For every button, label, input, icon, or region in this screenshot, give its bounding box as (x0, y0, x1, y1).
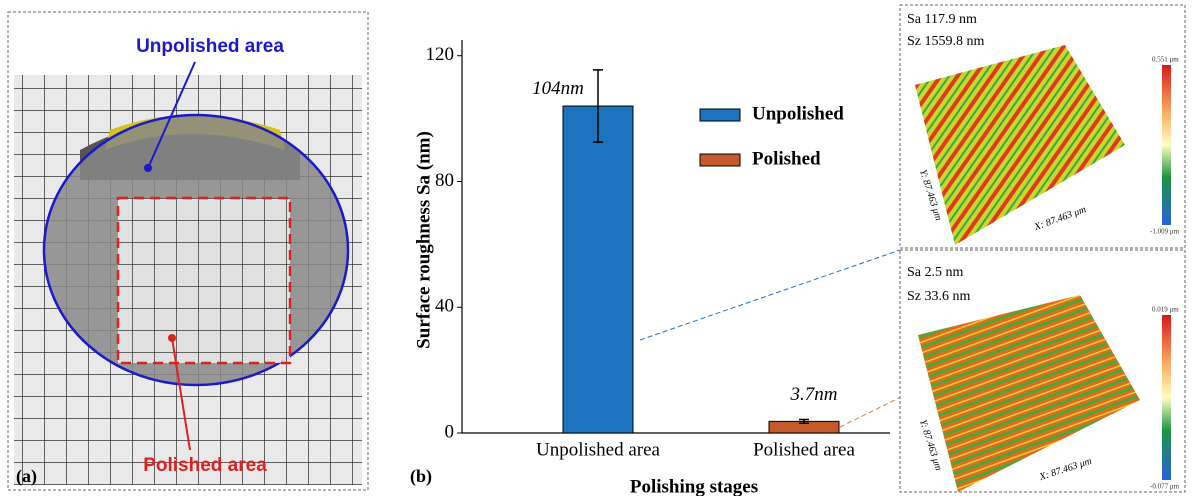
y-tick-label: 0 (445, 421, 455, 442)
connector (840, 395, 905, 427)
legend-swatch (700, 154, 740, 166)
connector (640, 250, 900, 340)
legend-swatch (700, 109, 740, 121)
polished-region (118, 198, 290, 363)
colorbar-label: 0.019 μm (1152, 306, 1179, 314)
roughness-sa: Sa 2.5 nm (907, 265, 964, 280)
x-tick-label: Unpolished area (536, 439, 661, 460)
colorbar-label: -1.009 μm (1150, 228, 1180, 236)
colorbar (1162, 315, 1171, 480)
roughness-sz: Sz 33.6 nm (907, 289, 971, 304)
y-tick-label: 80 (435, 170, 454, 191)
annotation: Polished area (143, 455, 267, 476)
x-axis-title: Polishing stages (630, 476, 758, 496)
y-tick-label: 40 (435, 296, 454, 317)
value-label: 3.7nm (790, 384, 838, 405)
figure: Unpolished area Polished area (a) (b) Po… (0, 0, 1192, 496)
value-label: 104nm (532, 78, 584, 99)
pointer-dot (168, 334, 176, 342)
legend-label: Unpolished (752, 103, 844, 124)
roughness-sz: Sz 1559.8 nm (907, 34, 985, 49)
surface-panel: Sa 117.9 nm Sz 1559.8 nm Y: 87.463 μm X:… (900, 5, 1185, 248)
annotation: Unpolished area (136, 36, 284, 57)
panel-label: (b) (410, 466, 432, 487)
panel-label: (a) (16, 466, 37, 487)
y-tick-label: 120 (426, 44, 455, 65)
legend-label: Polished (752, 148, 821, 169)
roughness-sa: Sa 117.9 nm (907, 12, 977, 27)
bar (563, 106, 633, 433)
pointer-dot (144, 164, 152, 172)
surface-panel: Sa 2.5 nm Sz 33.6 nm Y: 87.463 μm X: 87.… (900, 250, 1185, 492)
colorbar-label: 0.551 μm (1152, 56, 1179, 64)
colorbar (1162, 65, 1171, 225)
colorbar-label: -0.077 μm (1150, 483, 1180, 491)
x-tick-label: Polished area (753, 439, 855, 460)
y-axis-title: Surface roughness Sa (nm) (413, 131, 434, 349)
